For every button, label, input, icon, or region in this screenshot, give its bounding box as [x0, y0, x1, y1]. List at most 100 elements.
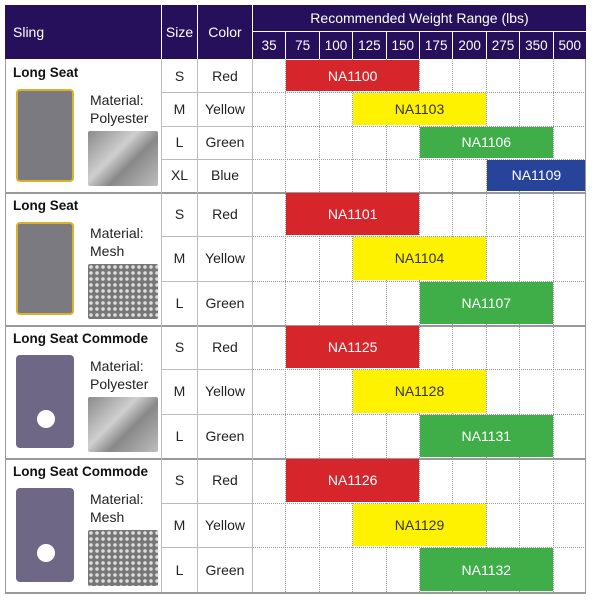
row-divider	[162, 369, 252, 371]
grid-line	[253, 502, 586, 504]
color-cell: Red	[212, 206, 238, 223]
size-cell: XL	[170, 167, 189, 184]
grid-line	[552, 458, 554, 592]
weight-range-bar: NA1126	[286, 459, 419, 502]
grid-line	[352, 458, 354, 592]
material-label: Material:	[90, 491, 144, 507]
header-size: Size	[162, 5, 197, 59]
weight-range-bar: NA1125	[286, 326, 419, 369]
material-value: Mesh	[90, 509, 125, 525]
sling-title: Long Seat	[13, 198, 79, 213]
grid-line	[352, 325, 354, 458]
grid-line	[285, 192, 287, 325]
row-divider	[162, 413, 252, 415]
column-divider	[161, 325, 162, 458]
weight-tick: 125	[353, 32, 386, 59]
color-cell: Blue	[210, 167, 240, 184]
grid-line	[485, 192, 487, 325]
material-label: Material:	[90, 92, 144, 108]
sling-title: Long Seat Commode	[13, 464, 149, 479]
header-sling: Sling	[5, 5, 161, 59]
weight-range-bar: NA1104	[353, 237, 486, 280]
size-cell: M	[173, 100, 186, 117]
grid-line	[318, 458, 320, 592]
weight-tick: 500	[553, 32, 586, 59]
material-label: Material:	[90, 358, 144, 374]
header-color: Color	[198, 5, 252, 59]
weight-tick: 75	[286, 32, 319, 59]
column-divider	[252, 192, 253, 325]
sling-image	[16, 89, 74, 182]
weight-tick: 35	[253, 32, 286, 59]
grid-line	[519, 192, 521, 325]
color-cell: Red	[212, 67, 238, 84]
color-cell: Yellow	[205, 383, 245, 400]
commode-hole	[37, 410, 55, 428]
sling-image	[16, 222, 74, 315]
row-divider	[162, 92, 252, 94]
column-divider	[252, 325, 253, 458]
weight-range-bar: NA1107	[420, 281, 553, 324]
size-cell: L	[175, 561, 184, 578]
size-cell: L	[175, 427, 184, 444]
grid-line	[352, 192, 354, 325]
grid-line	[485, 458, 487, 592]
sling-title: Long Seat Commode	[13, 331, 149, 346]
table-border	[5, 59, 6, 592]
material-label: Material:	[90, 225, 144, 241]
grid-line	[253, 413, 586, 415]
group-divider	[5, 592, 586, 594]
size-cell: L	[175, 134, 184, 151]
grid-line	[253, 236, 586, 238]
material-value: Mesh	[90, 243, 125, 259]
weight-range-bar: NA1129	[353, 503, 486, 547]
weight-range-bar: NA1103	[353, 93, 486, 125]
color-cell: Red	[212, 339, 238, 356]
weight-range-bar: NA1132	[420, 548, 553, 591]
grid-line	[253, 158, 586, 160]
grid-line	[519, 458, 521, 592]
color-cell: Red	[212, 472, 238, 489]
fabric-swatch	[88, 397, 158, 452]
weight-tick: 150	[386, 32, 419, 59]
row-divider	[162, 547, 252, 549]
commode-hole	[37, 544, 55, 562]
fabric-swatch	[88, 530, 158, 586]
sling-image	[16, 355, 74, 448]
weight-tick: 175	[420, 32, 453, 59]
grid-line	[552, 325, 554, 458]
grid-line	[253, 369, 586, 371]
weight-tick: 275	[486, 32, 520, 59]
weight-range-bar: NA1106	[420, 126, 553, 158]
grid-line	[318, 325, 320, 458]
color-cell: Green	[205, 427, 245, 444]
grid-line	[285, 458, 287, 592]
color-cell: Yellow	[205, 100, 245, 117]
grid-line	[552, 192, 554, 325]
grid-line	[253, 280, 586, 282]
row-divider	[162, 280, 252, 282]
weight-range-bar: NA1128	[353, 370, 486, 413]
weight-tick: 350	[520, 32, 553, 59]
weight-range-bar: NA1100	[286, 60, 419, 92]
size-cell: S	[174, 472, 185, 489]
column-divider	[197, 458, 198, 592]
column-divider	[252, 59, 253, 192]
grid-line	[253, 92, 586, 94]
column-divider	[161, 192, 162, 325]
column-divider	[252, 458, 253, 592]
grid-line	[318, 192, 320, 325]
size-cell: M	[173, 516, 186, 533]
row-divider	[162, 236, 252, 238]
grid-line	[485, 325, 487, 458]
row-divider	[162, 502, 252, 504]
weight-range-bar: NA1109	[486, 159, 586, 191]
weight-range-bar: NA1131	[420, 414, 553, 457]
size-cell: M	[173, 383, 186, 400]
color-cell: Green	[205, 561, 245, 578]
column-divider	[161, 458, 162, 592]
material-value: Polyester	[90, 110, 149, 126]
header-weight-range: Recommended Weight Range (lbs)	[253, 5, 586, 31]
column-divider	[197, 192, 198, 325]
